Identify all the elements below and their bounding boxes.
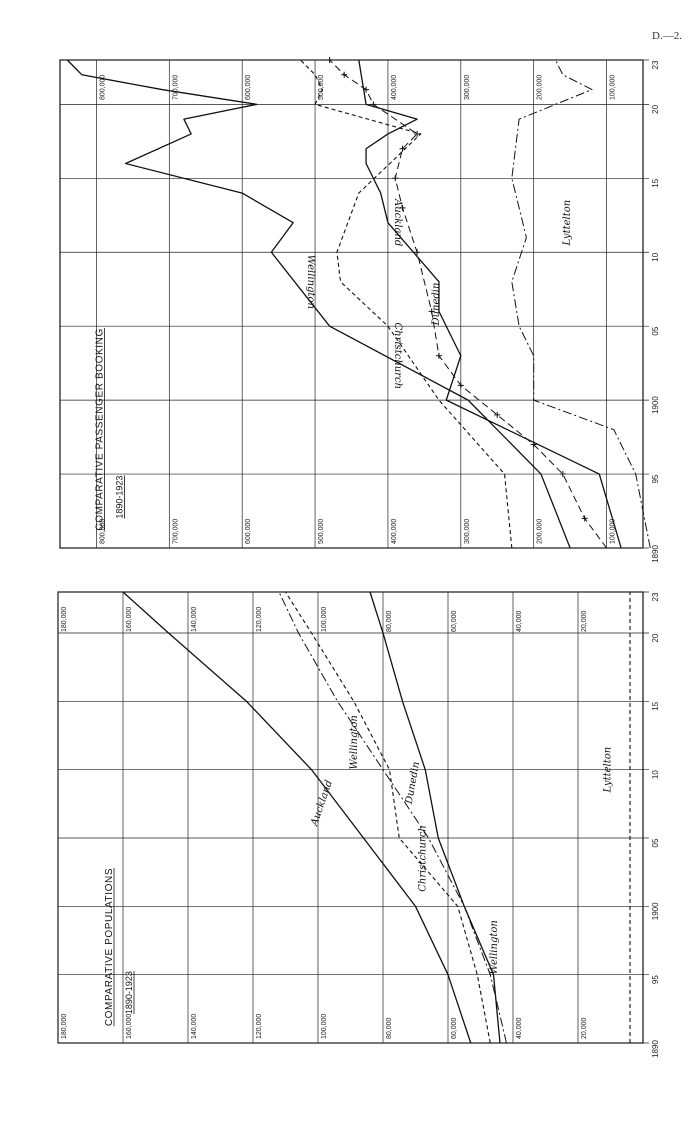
y-tick-label-top: 600,000: [245, 75, 252, 100]
chart-title: COMPARATIVE POPULATIONS: [104, 868, 115, 1026]
series-marker-dunedin: [457, 382, 464, 389]
series-label-christchurch: Christchurch: [417, 825, 428, 892]
series-label-wellington: Wellington: [489, 920, 500, 974]
series-label-dunedin: Dunedin: [404, 761, 422, 806]
y-tick-label: 700,000: [172, 519, 179, 544]
series-label-auckland: Auckland: [309, 779, 335, 828]
y-tick-label: 60,000: [451, 1017, 458, 1039]
y-tick-label-top: 20,000: [581, 610, 588, 632]
y-tick-label-top: 100,000: [610, 75, 617, 100]
series-line-christchurch: [285, 591, 491, 1044]
y-tick-label-top: 120,000: [256, 607, 263, 632]
series-marker-dunedin: [414, 130, 421, 137]
series-line-lyttelton: [511, 59, 651, 549]
series-marker-dunedin: [414, 249, 421, 256]
page-reference: D.—2.: [652, 30, 682, 42]
y-tick-label-top: 40,000: [516, 610, 523, 632]
x-tick-label: 1900: [651, 396, 660, 414]
series-line-auckland: [358, 59, 622, 549]
series-line-christchurch: [300, 59, 513, 549]
series-marker-dunedin: [494, 411, 501, 418]
y-tick-label-top: 800,000: [99, 75, 106, 100]
plot-frame: [59, 59, 644, 549]
y-tick-label: 120,000: [256, 1014, 263, 1039]
y-tick-label-top: 500,000: [318, 75, 325, 100]
series-marker-dunedin: [399, 204, 406, 211]
series-marker-dunedin: [581, 515, 588, 522]
y-tick-label: 300,000: [464, 519, 471, 544]
x-tick-label: 05: [651, 838, 660, 847]
chart-comparative-populations: 20,000 20,000 40,000 40,000 60,000 60,000 80,0…: [57, 591, 660, 1058]
plot-frame: [57, 591, 644, 1044]
series-label-wellington: Wellington: [305, 255, 316, 309]
x-tick-label: 20: [651, 633, 660, 642]
chart-subtitle: 1890-1923: [115, 476, 125, 519]
y-tick-label: 100,000: [321, 1014, 328, 1039]
y-tick-label: 160,000: [126, 1014, 133, 1039]
chart-title: COMPARATIVE PASSENGER BOOKING: [95, 328, 106, 530]
x-tick-label: 23: [651, 60, 660, 69]
series-label-auckland: Auckland: [392, 198, 403, 246]
y-tick-label: 400,000: [391, 519, 398, 544]
series-label-lyttelton: Lyttelton: [562, 200, 573, 247]
y-tick-label-top: 100,000: [321, 607, 328, 632]
y-tick-label: 140,000: [191, 1014, 198, 1039]
y-tick-label: 180,000: [61, 1014, 68, 1039]
x-tick-label: 1890: [651, 1040, 660, 1058]
series-marker-dunedin: [326, 57, 333, 63]
y-tick-label-top: 180,000: [61, 607, 68, 632]
y-tick-label: 800,000: [99, 519, 106, 544]
y-tick-label: 600,000: [245, 519, 252, 544]
x-tick-label: 15: [651, 701, 660, 710]
series-line-wellington: [66, 59, 571, 549]
x-tick-label: 10: [651, 252, 660, 261]
x-tick-label: 95: [651, 474, 660, 483]
y-tick-label-top: 160,000: [126, 607, 133, 632]
y-tick-label-top: 700,000: [172, 75, 179, 100]
series-label-dunedin: Dunedin: [431, 283, 442, 327]
series-marker-dunedin: [435, 352, 442, 359]
x-tick-label: 15: [651, 178, 660, 187]
y-tick-label-top: 60,000: [451, 610, 458, 632]
series-line-wellington: [278, 591, 507, 1044]
x-tick-label: 20: [651, 104, 660, 113]
y-tick-label: 40,000: [516, 1017, 523, 1039]
chart-subtitle: 1890-1923: [124, 971, 134, 1014]
y-tick-label-top: 200,000: [537, 75, 544, 100]
chart-comparative-passenger-booking: 100,000 100,000 200,000 200,000 300,000 300,0…: [59, 57, 660, 563]
series-label-lyttelton: Lyttelton: [603, 747, 614, 794]
series-marker-dunedin: [559, 471, 566, 478]
series-marker-dunedin: [392, 175, 399, 182]
series-marker-dunedin: [399, 145, 406, 152]
x-tick-label: 95: [651, 975, 660, 984]
x-tick-label: 10: [651, 770, 660, 779]
series-label-christchurch: Christchurch: [392, 322, 403, 389]
y-tick-label: 100,000: [610, 519, 617, 544]
y-tick-label-top: 300,000: [464, 75, 471, 100]
x-tick-label: 1890: [651, 545, 660, 563]
series-marker-dunedin: [428, 308, 435, 315]
y-tick-label-top: 140,000: [191, 607, 198, 632]
series-line-dunedin: [369, 591, 501, 1044]
x-tick-label: 05: [651, 326, 660, 335]
y-tick-label: 500,000: [318, 519, 325, 544]
y-tick-label-top: 400,000: [391, 75, 398, 100]
series-line-dunedin: [329, 59, 607, 549]
y-tick-label: 80,000: [386, 1017, 393, 1039]
series-line-auckland: [122, 591, 472, 1044]
y-tick-label: 20,000: [581, 1017, 588, 1039]
series-marker-dunedin: [341, 71, 348, 78]
x-tick-label: 23: [651, 592, 660, 601]
y-tick-label-top: 80,000: [386, 610, 393, 632]
series-label-wellington-second: Wellington: [349, 715, 360, 769]
x-tick-label: 1900: [651, 902, 660, 920]
y-tick-label: 200,000: [537, 519, 544, 544]
